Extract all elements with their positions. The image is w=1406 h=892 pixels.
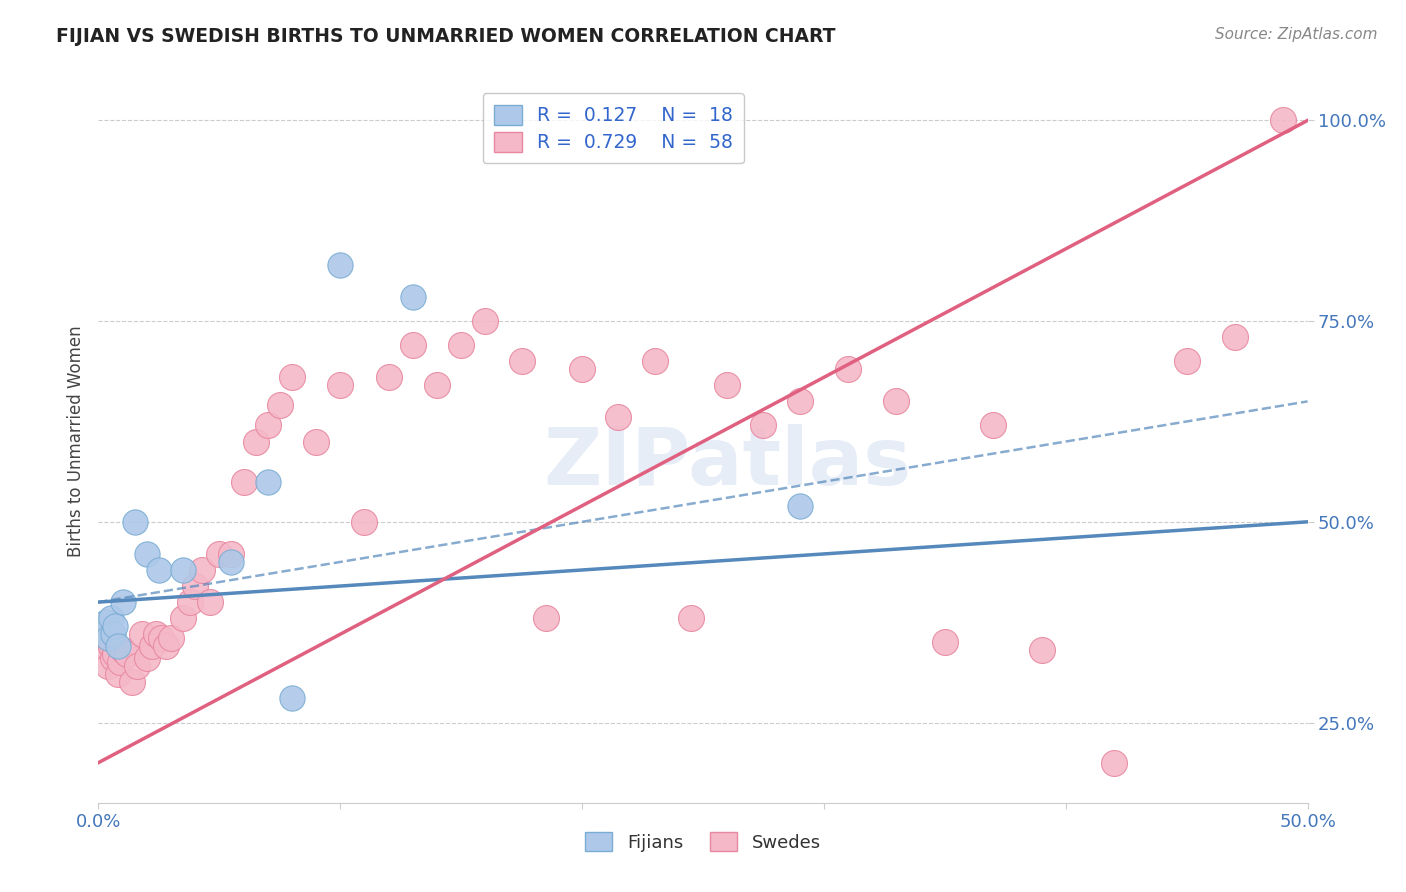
Point bbox=[232, 475, 254, 489]
Point bbox=[172, 611, 194, 625]
Point bbox=[100, 639, 122, 653]
Y-axis label: Births to Unmarried Women: Births to Unmarried Women bbox=[66, 326, 84, 558]
Point bbox=[679, 611, 702, 625]
Point bbox=[886, 394, 908, 409]
Point bbox=[245, 434, 267, 449]
Point bbox=[111, 643, 134, 657]
Point bbox=[107, 667, 129, 681]
Point bbox=[100, 611, 122, 625]
Point bbox=[107, 639, 129, 653]
Point bbox=[474, 314, 496, 328]
Point bbox=[148, 563, 170, 577]
Point bbox=[160, 632, 183, 646]
Point bbox=[121, 675, 143, 690]
Point bbox=[1272, 113, 1295, 128]
Point bbox=[94, 632, 117, 646]
Point bbox=[1031, 643, 1053, 657]
Point bbox=[198, 595, 221, 609]
Text: Source: ZipAtlas.com: Source: ZipAtlas.com bbox=[1215, 27, 1378, 42]
Point bbox=[111, 595, 134, 609]
Point bbox=[534, 611, 557, 625]
Point bbox=[117, 647, 139, 661]
Point bbox=[377, 370, 399, 384]
Point bbox=[934, 635, 956, 649]
Point bbox=[1102, 756, 1125, 770]
Point bbox=[124, 515, 146, 529]
Point bbox=[94, 615, 117, 630]
Point bbox=[91, 627, 114, 641]
Point bbox=[221, 547, 243, 561]
Point bbox=[101, 627, 124, 641]
Point bbox=[510, 354, 533, 368]
Point bbox=[135, 547, 157, 561]
Point bbox=[305, 434, 328, 449]
Point bbox=[221, 555, 243, 569]
Point bbox=[155, 639, 177, 653]
Point bbox=[402, 290, 425, 304]
Point bbox=[150, 632, 173, 646]
Point bbox=[172, 563, 194, 577]
Point bbox=[127, 659, 149, 673]
Point bbox=[752, 418, 775, 433]
Point bbox=[716, 378, 738, 392]
Point bbox=[101, 651, 124, 665]
Point bbox=[789, 394, 811, 409]
Point bbox=[141, 639, 163, 653]
Legend: Fijians, Swedes: Fijians, Swedes bbox=[578, 825, 828, 859]
Point bbox=[789, 499, 811, 513]
Point bbox=[104, 619, 127, 633]
Point bbox=[256, 418, 278, 433]
Point bbox=[837, 362, 859, 376]
Point bbox=[426, 378, 449, 392]
Point bbox=[571, 362, 593, 376]
Text: FIJIAN VS SWEDISH BIRTHS TO UNMARRIED WOMEN CORRELATION CHART: FIJIAN VS SWEDISH BIRTHS TO UNMARRIED WO… bbox=[56, 27, 835, 45]
Point bbox=[184, 579, 207, 593]
Point bbox=[90, 639, 112, 653]
Point bbox=[131, 627, 153, 641]
Point bbox=[450, 338, 472, 352]
Point bbox=[179, 595, 201, 609]
Point bbox=[97, 659, 120, 673]
Point bbox=[256, 475, 278, 489]
Point bbox=[135, 651, 157, 665]
Text: ZIPatlas: ZIPatlas bbox=[543, 425, 911, 502]
Point bbox=[353, 515, 375, 529]
Point bbox=[281, 370, 304, 384]
Point bbox=[644, 354, 666, 368]
Point bbox=[91, 623, 114, 637]
Point bbox=[329, 378, 352, 392]
Point bbox=[108, 655, 131, 669]
Point bbox=[97, 632, 120, 646]
Point bbox=[981, 418, 1004, 433]
Point bbox=[1223, 330, 1246, 344]
Point bbox=[208, 547, 231, 561]
Point bbox=[145, 627, 167, 641]
Point bbox=[281, 691, 304, 706]
Point bbox=[104, 647, 127, 661]
Point bbox=[607, 410, 630, 425]
Point bbox=[329, 258, 352, 272]
Point bbox=[191, 563, 214, 577]
Point bbox=[402, 338, 425, 352]
Point bbox=[1175, 354, 1198, 368]
Point bbox=[269, 398, 291, 412]
